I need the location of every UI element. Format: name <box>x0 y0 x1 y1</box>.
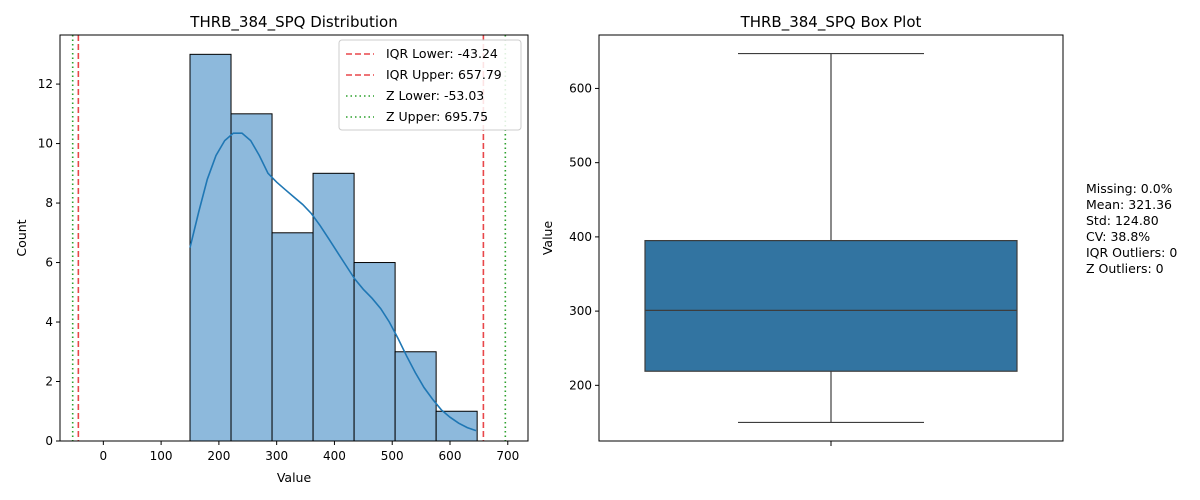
histogram-bar <box>435 410 478 442</box>
y-tick-label: 400 <box>569 230 592 244</box>
boxplot-title: THRB_384_SPQ Box Plot <box>740 13 922 32</box>
legend-item-z-upper: Z Upper: 695.75 <box>346 109 488 124</box>
stat-mean: Mean: 321.36 <box>1086 197 1172 212</box>
stat-iqr-outliers: IQR Outliers: 0 <box>1086 245 1177 260</box>
legend-label: IQR Upper: 657.79 <box>386 67 502 82</box>
stat-std: Std: 124.80 <box>1086 213 1159 228</box>
histogram-y-ticks: 0 2 4 6 8 10 12 <box>38 77 60 448</box>
legend-label: Z Upper: 695.75 <box>386 109 488 124</box>
y-tick-label: 500 <box>569 156 592 170</box>
histogram-bar <box>353 262 396 442</box>
x-tick-label: 700 <box>496 449 519 463</box>
stats-summary: Missing: 0.0% Mean: 321.36 Std: 124.80 C… <box>1086 181 1177 276</box>
stat-cv: CV: 38.8% <box>1086 229 1150 244</box>
legend-label: Z Lower: -53.03 <box>386 88 484 103</box>
y-tick-label: 600 <box>569 81 592 95</box>
histogram-bar <box>189 53 232 442</box>
y-tick-label: 8 <box>45 196 53 210</box>
boxplot-chart: THRB_384_SPQ Box Plot 200 300 400 500 600 Va… <box>540 13 1064 446</box>
legend: IQR Lower: -43.24 IQR Upper: 657.79 Z Lo… <box>338 39 522 131</box>
boxplot-y-label: Value <box>540 221 555 256</box>
legend-frame <box>338 39 522 131</box>
x-tick-label: 300 <box>265 449 288 463</box>
histogram-bar <box>271 232 314 442</box>
histogram-axes-frame <box>59 34 529 442</box>
iqr-box <box>644 239 1018 372</box>
histogram-x-label: Value <box>277 470 312 485</box>
x-tick-label: 600 <box>439 449 462 463</box>
y-tick-label: 200 <box>569 378 592 392</box>
histogram-bar <box>394 351 437 442</box>
boxplot-elements <box>644 52 1018 424</box>
histogram-x-ticks: 0 100 200 300 400 500 600 700 <box>100 441 519 463</box>
legend-item-iqr-upper: IQR Upper: 657.79 <box>346 67 502 82</box>
histogram-title: THRB_384_SPQ Distribution <box>189 13 397 32</box>
histogram-bars <box>189 53 478 442</box>
x-tick-label: 500 <box>381 449 404 463</box>
boxplot-y-ticks: 200 300 400 500 600 <box>569 81 599 392</box>
stat-z-outliers: Z Outliers: 0 <box>1086 261 1164 276</box>
legend-label: IQR Lower: -43.24 <box>386 46 498 61</box>
x-tick-label: 100 <box>150 449 173 463</box>
x-tick-label: 200 <box>207 449 230 463</box>
histogram-chart: THRB_384_SPQ Distribution 0 100 200 300 400 5… <box>14 13 529 485</box>
y-tick-label: 300 <box>569 304 592 318</box>
y-tick-label: 6 <box>45 256 53 270</box>
legend-item-iqr-lower: IQR Lower: -43.24 <box>346 46 498 61</box>
x-tick-label: 400 <box>323 449 346 463</box>
kde-curve <box>189 132 477 432</box>
x-tick-label: 0 <box>100 449 108 463</box>
stat-missing: Missing: 0.0% <box>1086 181 1173 196</box>
y-tick-label: 12 <box>38 77 53 91</box>
y-tick-label: 0 <box>45 434 53 448</box>
y-tick-label: 10 <box>38 137 53 151</box>
histogram-bar <box>230 113 273 442</box>
y-tick-label: 4 <box>45 315 53 329</box>
y-tick-label: 2 <box>45 375 53 389</box>
histogram-y-label: Count <box>14 219 29 256</box>
legend-item-z-lower: Z Lower: -53.03 <box>346 88 484 103</box>
histogram-bar <box>312 172 355 442</box>
